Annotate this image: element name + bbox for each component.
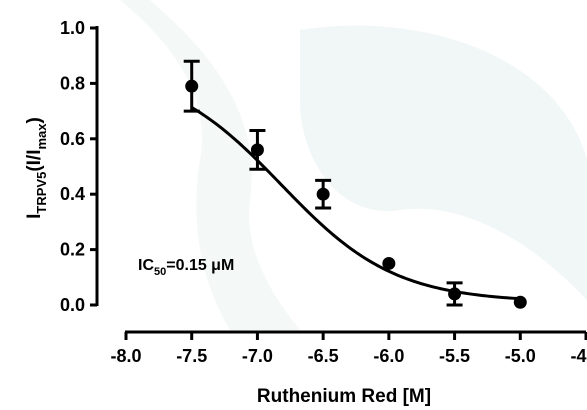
x-axis-title: Ruthenium Red [M] xyxy=(257,386,431,407)
x-tick-label: -7.0 xyxy=(242,346,273,366)
x-tick-label: -5.0 xyxy=(505,346,536,366)
watermark-shape xyxy=(120,0,300,330)
y-axis-title-main: I xyxy=(24,214,45,219)
y-tick-label: 0.6 xyxy=(60,129,85,149)
ic50-annotation-suffix: =0.15 μM xyxy=(166,257,234,274)
data-point xyxy=(382,256,396,270)
y-tick-label: 0.8 xyxy=(60,73,85,93)
watermark-shape xyxy=(300,25,587,301)
data-points-layer xyxy=(183,59,527,309)
data-point xyxy=(513,295,527,309)
ic50-annotation: IC50=0.15 μM xyxy=(138,257,234,278)
data-point xyxy=(250,143,264,157)
data-point xyxy=(448,287,462,301)
x-tick-label: -8.0 xyxy=(110,346,141,366)
y-axis-title-paren-open: (I/I xyxy=(24,150,45,172)
x-tick-label: -6.0 xyxy=(373,346,404,366)
y-tick-label: 0.2 xyxy=(60,240,85,260)
y-axis-title-paren-close: ) xyxy=(24,117,45,123)
x-tick-label: -7.5 xyxy=(176,346,207,366)
y-tick-label: 1.0 xyxy=(60,18,85,38)
y-tick-label: 0.0 xyxy=(60,295,85,315)
fit-curve xyxy=(190,106,521,301)
fit-curve-layer xyxy=(190,106,521,301)
y-axis-title: ITRPV5(I/Imax) xyxy=(24,117,49,219)
data-point xyxy=(185,79,199,93)
y-axis: 0.0 0.2 0.4 0.6 0.8 1.0 xyxy=(60,18,99,315)
data-point xyxy=(316,187,330,201)
x-tick-label: -6.5 xyxy=(308,346,339,366)
ic50-annotation-sub: 50 xyxy=(154,266,166,278)
x-tick-label: -4.5 xyxy=(570,346,587,366)
y-tick-label: 0.4 xyxy=(60,184,85,204)
background-watermark xyxy=(120,0,587,330)
y-axis-title-paren-sub: max xyxy=(34,123,49,150)
y-axis-title-sub: TRPV5 xyxy=(34,172,49,214)
ic50-annotation-prefix: IC xyxy=(138,257,154,274)
x-axis: -8.0 -7.5 -7.0 -6.5 -6.0 -5.5 -5.0 -4.5 xyxy=(110,330,587,366)
x-tick-label: -5.5 xyxy=(439,346,470,366)
